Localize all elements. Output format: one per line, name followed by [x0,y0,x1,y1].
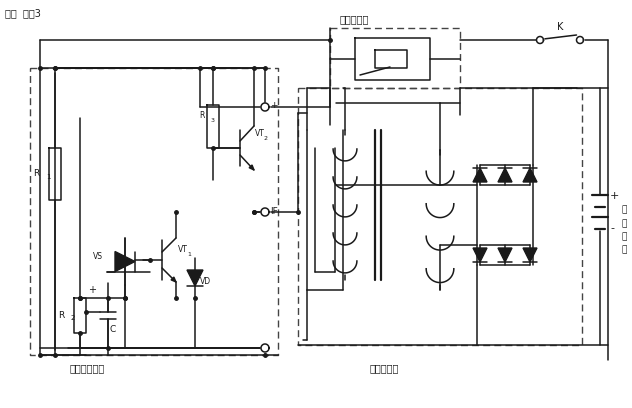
Text: R: R [58,311,64,320]
Text: 1: 1 [187,253,191,257]
Polygon shape [498,248,512,262]
Text: -: - [610,223,614,233]
Polygon shape [187,270,203,286]
Text: +: + [88,285,96,295]
Text: R: R [33,169,39,179]
Text: 2: 2 [71,315,75,322]
Text: +: + [610,191,619,201]
Polygon shape [171,277,176,282]
Text: K: K [557,22,563,32]
Text: 晶体管调节器: 晶体管调节器 [70,363,106,373]
Polygon shape [249,165,254,170]
Text: 磁场继电器: 磁场继电器 [340,14,369,24]
Text: 交流发电机: 交流发电机 [370,363,399,373]
Polygon shape [523,168,537,182]
Polygon shape [498,168,512,182]
Polygon shape [115,251,135,271]
Text: VT: VT [255,129,265,137]
Polygon shape [473,168,487,182]
Text: 建议  图例3: 建议 图例3 [5,8,41,18]
Text: +: + [270,100,277,109]
Text: IF: IF [270,208,277,217]
Text: 3: 3 [211,118,215,122]
Polygon shape [473,248,487,262]
Text: 用
电
设
备: 用 电 设 备 [622,206,628,254]
Text: R: R [200,111,205,120]
Text: 1: 1 [46,174,51,180]
Polygon shape [523,248,537,262]
Text: VT: VT [178,246,188,255]
Text: VS: VS [93,252,103,261]
Text: 2: 2 [264,137,268,142]
Text: C: C [110,325,116,334]
Text: VD: VD [200,277,211,286]
